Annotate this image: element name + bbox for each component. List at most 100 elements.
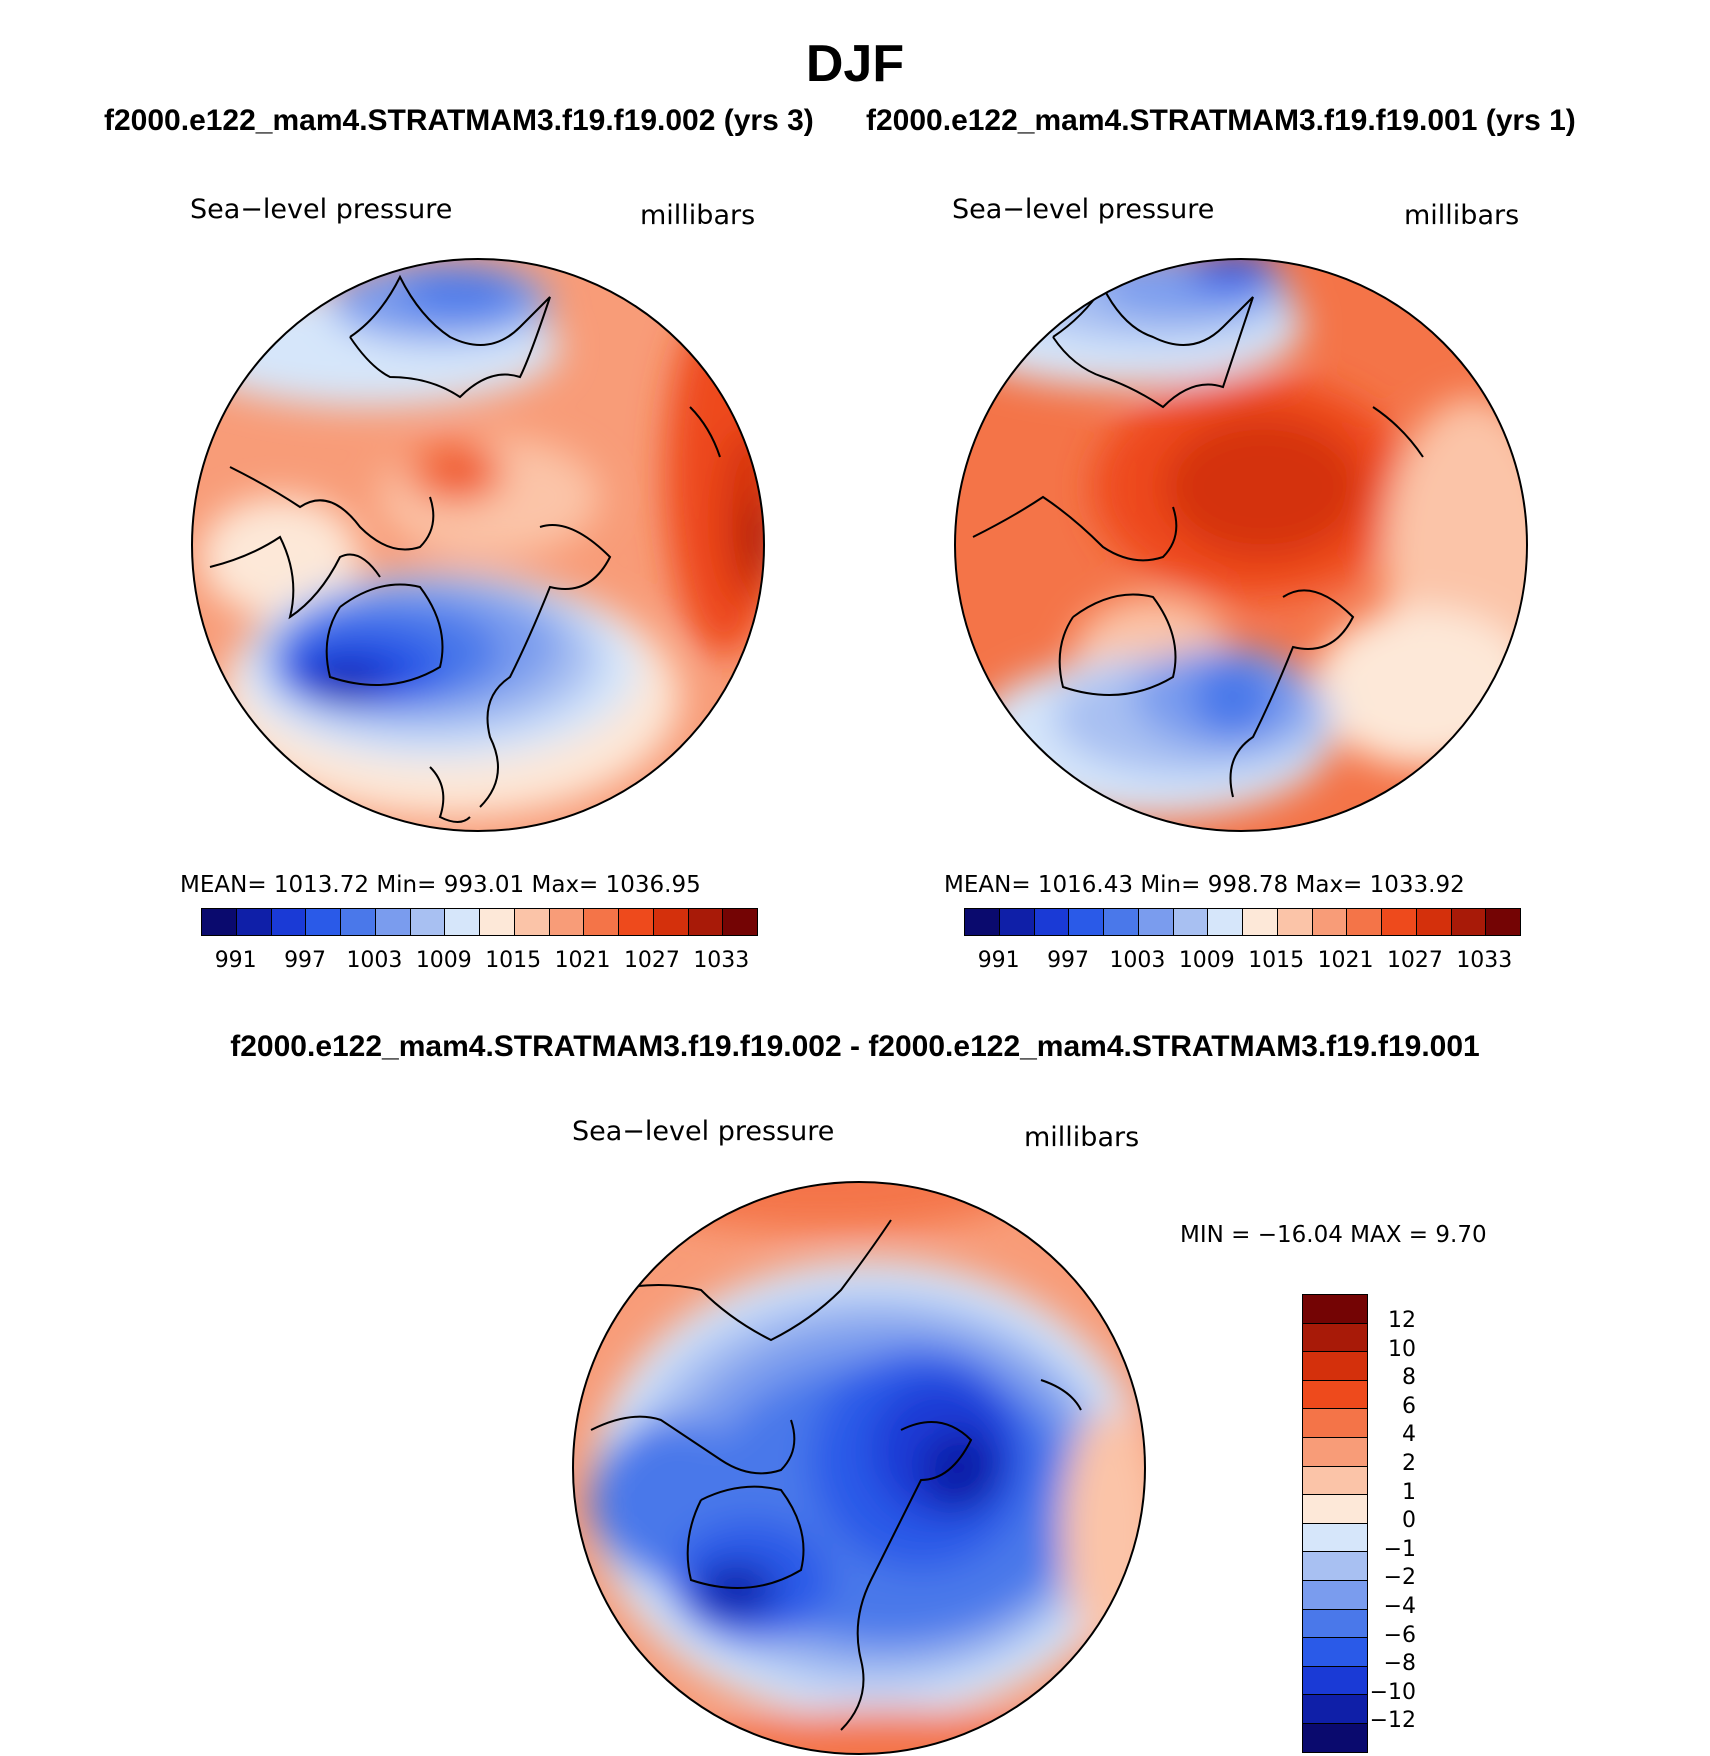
diff-colorbar-tick-label: 8: [1402, 1365, 1416, 1391]
panel2-variable: Sea−level pressure: [952, 194, 1215, 225]
diff-colorbar-swatch: [1303, 1295, 1367, 1324]
diff-colorbar: [1302, 1294, 1368, 1753]
diff-colorbar-swatch: [1303, 1666, 1367, 1696]
colorbar-swatch: [271, 909, 307, 935]
diff-colorbar-tick-label: −2: [1383, 1565, 1416, 1591]
diff-colorbar-swatch: [1303, 1380, 1367, 1410]
colorbar-swatch: [723, 909, 757, 935]
colorbar-tick-label: 991: [977, 948, 1020, 973]
panel2-colorbar-ticks: 991 997 1003 1009 1015 1021 1027 1033: [964, 948, 1519, 973]
panel2-polar-map: [954, 258, 1528, 832]
panel1-polar-map: [191, 258, 765, 832]
colorbar-swatch: [1104, 909, 1139, 935]
panel2-stats: MEAN= 1016.43 Min= 998.78 Max= 1033.92: [944, 872, 1465, 898]
colorbar-swatch: [1208, 909, 1243, 935]
diff-units: millibars: [1024, 1122, 1140, 1153]
colorbar-tick-label: 1015: [1248, 948, 1305, 973]
diff-colorbar-swatch: [1303, 1723, 1367, 1752]
difference-title: f2000.e122_mam4.STRATMAM3.f19.f19.002 - …: [230, 1030, 1480, 1063]
colorbar-tick-label: 1021: [554, 948, 611, 973]
colorbar-swatch: [236, 909, 272, 935]
diff-colorbar-swatch: [1303, 1695, 1367, 1724]
colorbar-tick-label: 1003: [346, 948, 403, 973]
colorbar-swatch: [480, 909, 515, 935]
colorbar-swatch: [1138, 909, 1174, 935]
diff-colorbar-tick-label: −1: [1383, 1536, 1416, 1562]
colorbar-swatch: [1312, 909, 1348, 935]
season-title: DJF: [805, 35, 905, 93]
diff-colorbar-swatch: [1303, 1466, 1367, 1496]
diff-colorbar-swatch: [1303, 1638, 1367, 1667]
colorbar-tick-label: 1033: [1456, 948, 1513, 973]
colorbar-swatch: [584, 909, 619, 935]
diff-colorbar-tick-label: 10: [1388, 1336, 1416, 1362]
right-case-title: f2000.e122_mam4.STRATMAM3.f19.f19.001 (y…: [866, 104, 1576, 137]
colorbar-swatch: [653, 909, 689, 935]
colorbar-tick-label: 1003: [1109, 948, 1166, 973]
diff-colorbar-swatch: [1303, 1580, 1367, 1610]
colorbar-swatch: [410, 909, 446, 935]
diff-colorbar-ticks: 12 10 8 6 4 2 1 0 −1 −2 −4 −6 −8 −10 −12: [1340, 1294, 1420, 1742]
colorbar-tick-label: 1009: [415, 948, 472, 973]
diff-colorbar-tick-label: −6: [1383, 1622, 1416, 1648]
panel1-stats: MEAN= 1013.72 Min= 993.01 Max= 1036.95: [180, 872, 701, 898]
diff-colorbar-swatch: [1303, 1409, 1367, 1438]
colorbar-swatch: [1069, 909, 1104, 935]
colorbar-tick-label: 1027: [623, 948, 680, 973]
diff-colorbar-swatch: [1303, 1323, 1367, 1353]
colorbar-swatch: [1277, 909, 1313, 935]
colorbar-tick-label: 1021: [1317, 948, 1374, 973]
colorbar-tick-label: 1033: [693, 948, 750, 973]
diff-colorbar-swatch: [1303, 1552, 1367, 1581]
diff-colorbar-swatch: [1303, 1495, 1367, 1524]
diff-colorbar-tick-label: −4: [1383, 1594, 1416, 1619]
colorbar-swatch: [1451, 909, 1487, 935]
colorbar-swatch: [1382, 909, 1417, 935]
colorbar-swatch: [619, 909, 654, 935]
diff-variable: Sea−level pressure: [572, 1116, 835, 1147]
diff-colorbar-tick-label: 0: [1402, 1508, 1416, 1534]
diff-colorbar-tick-label: 12: [1388, 1308, 1416, 1333]
diff-colorbar-swatch: [1303, 1352, 1367, 1381]
diff-colorbar-tick-label: 2: [1402, 1451, 1416, 1476]
colorbar-swatch: [1173, 909, 1209, 935]
colorbar-swatch: [1486, 909, 1520, 935]
colorbar-swatch: [688, 909, 724, 935]
left-case-title: f2000.e122_mam4.STRATMAM3.f19.f19.002 (y…: [104, 104, 814, 137]
diff-colorbar-swatch: [1303, 1609, 1367, 1639]
diff-colorbar-swatch: [1303, 1437, 1367, 1467]
colorbar-swatch: [375, 909, 411, 935]
diff-colorbar-tick-label: 1: [1402, 1479, 1416, 1505]
colorbar-tick-label: 991: [214, 948, 257, 973]
diff-colorbar-tick-label: −12: [1369, 1708, 1416, 1734]
colorbar-swatch: [965, 909, 1000, 935]
colorbar-swatch: [1034, 909, 1070, 935]
panel1-units: millibars: [640, 200, 756, 231]
colorbar-tick-label: 1015: [485, 948, 542, 973]
colorbar-tick-label: 1009: [1178, 948, 1235, 973]
panel2-units: millibars: [1404, 200, 1520, 231]
panel1-variable: Sea−level pressure: [190, 194, 453, 225]
panel1-colorbar-ticks: 991 997 1003 1009 1015 1021 1027 1033: [201, 948, 756, 973]
colorbar-swatch: [1347, 909, 1382, 935]
colorbar-swatch: [341, 909, 376, 935]
diff-colorbar-tick-label: 6: [1402, 1393, 1416, 1419]
diff-colorbar-tick-label: −8: [1383, 1651, 1416, 1677]
diff-colorbar-tick-label: 4: [1402, 1422, 1416, 1448]
colorbar-swatch: [514, 909, 550, 935]
colorbar-swatch: [999, 909, 1035, 935]
diff-colorbar-swatch: [1303, 1523, 1367, 1553]
colorbar-swatch: [1243, 909, 1278, 935]
colorbar-swatch: [445, 909, 480, 935]
diff-colorbar-tick-label: −10: [1369, 1679, 1416, 1705]
colorbar-tick-label: 997: [1047, 948, 1090, 973]
diff-min-max: MIN = −16.04 MAX = 9.70: [1180, 1222, 1487, 1248]
colorbar-swatch: [306, 909, 341, 935]
colorbar-tick-label: 997: [284, 948, 327, 973]
panel2-colorbar: [964, 908, 1521, 936]
colorbar-tick-label: 1027: [1386, 948, 1443, 973]
panel1-colorbar: [201, 908, 758, 936]
colorbar-swatch: [202, 909, 237, 935]
colorbar-swatch: [549, 909, 585, 935]
colorbar-swatch: [1416, 909, 1452, 935]
